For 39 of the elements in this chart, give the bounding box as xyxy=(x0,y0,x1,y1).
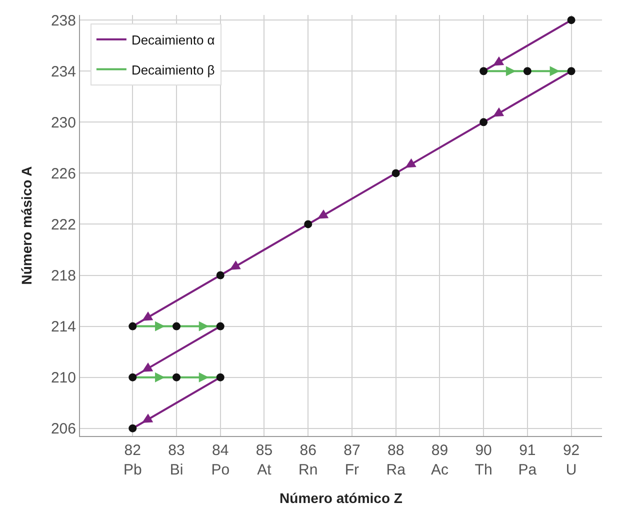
point xyxy=(480,67,488,76)
y-tick-label: 222 xyxy=(50,216,76,234)
legend-label: Decaimiento β xyxy=(131,62,215,78)
y-tick-label: 218 xyxy=(50,268,76,284)
point xyxy=(216,271,224,280)
point xyxy=(172,373,180,382)
point xyxy=(216,322,224,330)
x-tick-label: 85 At xyxy=(256,442,273,478)
point xyxy=(216,373,224,382)
y-tick-label: 206 xyxy=(50,420,76,438)
legend-label: Decaimiento α xyxy=(131,32,216,48)
x-tick-label: 87 Fr xyxy=(344,442,360,478)
point xyxy=(392,169,400,178)
x-axis-title: Número atómico Z xyxy=(280,490,403,506)
y-tick-label: 226 xyxy=(50,165,76,182)
x-tick-label: 91 Pa xyxy=(518,442,538,478)
x-tick-label: 88 Ra xyxy=(386,442,406,478)
point xyxy=(523,67,532,76)
point xyxy=(567,67,576,76)
point xyxy=(304,220,312,228)
point xyxy=(128,373,137,382)
x-tick-label: 92 U xyxy=(562,442,580,478)
x-tick-label: 83 Bi xyxy=(168,442,185,478)
x-tick-label: 89 Ac xyxy=(430,442,449,478)
x-tick-label: 86 Rn xyxy=(298,442,318,478)
y-tick-label: 214 xyxy=(50,318,76,336)
y-tick-label: 238 xyxy=(50,12,76,30)
point xyxy=(480,118,488,126)
x-tick-label: 82 Pb xyxy=(123,442,142,478)
point xyxy=(128,424,137,432)
point xyxy=(128,322,137,330)
point xyxy=(172,322,180,330)
y-tick-label: 210 xyxy=(50,370,76,387)
y-tick-label: 234 xyxy=(50,63,76,80)
y-tick-label: 230 xyxy=(50,114,76,132)
x-tick-label: 84 Po xyxy=(211,442,230,478)
point xyxy=(567,16,576,24)
y-axis-title: Número másico A xyxy=(18,166,35,285)
x-tick-label: 90 Th xyxy=(474,442,492,478)
